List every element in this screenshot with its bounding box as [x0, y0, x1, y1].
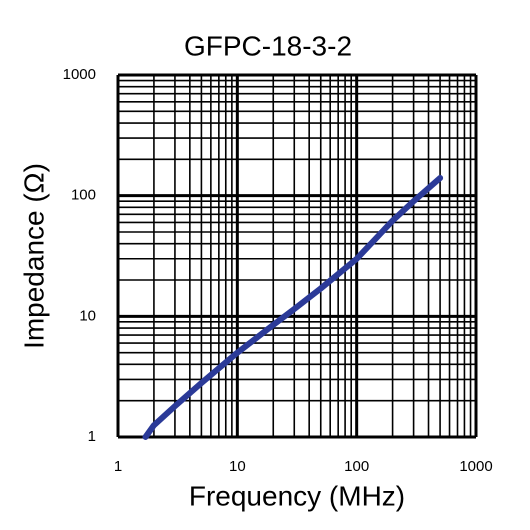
x-axis-label: Frequency (MHz) [189, 480, 405, 511]
x-tick-label: 1 [114, 458, 122, 475]
y-axis-label: Impedance (Ω) [18, 163, 49, 349]
y-tick-label: 10 [79, 307, 96, 324]
y-tick-label: 1000 [63, 66, 96, 83]
y-tick-label: 1 [88, 428, 96, 445]
y-tick-label: 100 [71, 187, 96, 204]
x-tick-label: 10 [229, 458, 246, 475]
x-tick-label: 1000 [459, 458, 492, 475]
impedance-line [142, 175, 444, 440]
chart-title: GFPC-18-3-2 [184, 30, 352, 61]
x-tick-label: 100 [344, 458, 369, 475]
